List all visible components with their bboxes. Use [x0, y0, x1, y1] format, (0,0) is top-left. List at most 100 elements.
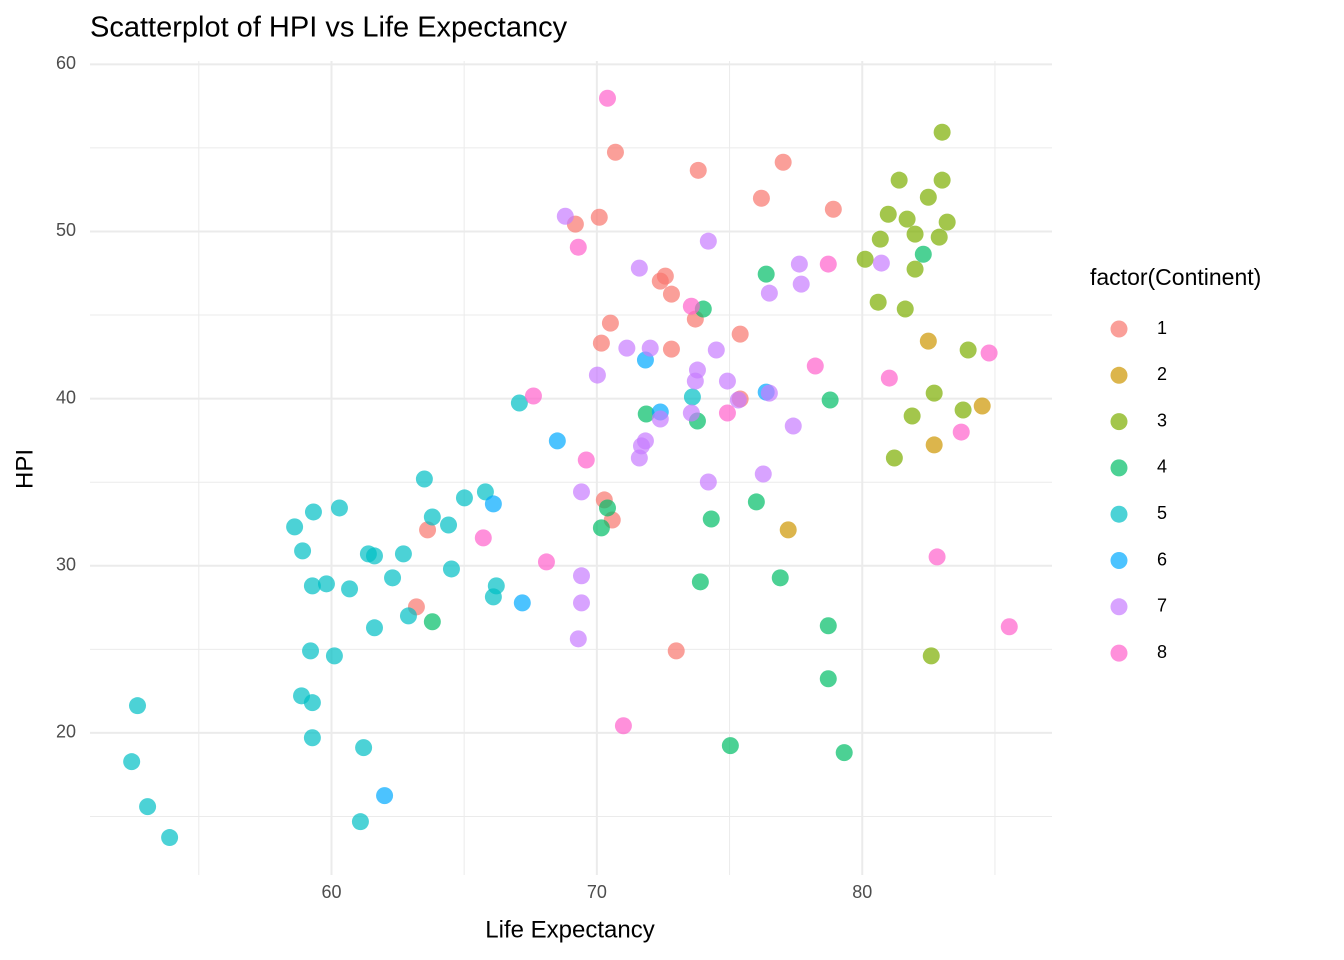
point: [455, 489, 473, 507]
legend-label: 3: [1157, 410, 1167, 430]
point: [906, 260, 924, 278]
point: [928, 548, 946, 566]
point: [317, 575, 335, 593]
point: [806, 357, 824, 375]
point: [123, 753, 141, 771]
point: [933, 171, 951, 189]
point: [1000, 618, 1018, 636]
point: [139, 798, 157, 816]
point: [686, 372, 704, 390]
point: [598, 89, 616, 107]
point: [699, 232, 717, 250]
point: [651, 272, 669, 290]
point: [973, 397, 991, 415]
point: [959, 341, 977, 359]
point: [618, 339, 636, 357]
point: [792, 275, 810, 293]
x-axis-label: Life Expectancy: [485, 916, 654, 943]
point: [729, 391, 747, 409]
legend-title: factor(Continent): [1090, 264, 1261, 290]
point: [771, 569, 789, 587]
point: [721, 737, 739, 755]
point: [925, 436, 943, 454]
point: [919, 188, 937, 206]
point: [662, 340, 680, 358]
point: [351, 813, 369, 831]
point: [667, 642, 685, 660]
point: [682, 297, 700, 315]
point: [572, 594, 590, 612]
point: [513, 594, 531, 612]
point: [824, 200, 842, 218]
point: [548, 432, 566, 450]
point: [718, 404, 736, 422]
legend-swatch: [1110, 552, 1128, 569]
y-tick-label: 20: [56, 722, 76, 742]
point: [569, 630, 587, 648]
point: [879, 205, 897, 223]
point: [606, 143, 624, 161]
point: [699, 473, 717, 491]
point: [524, 387, 542, 405]
point: [760, 384, 778, 402]
point: [906, 225, 924, 243]
point: [598, 499, 616, 517]
point: [819, 670, 837, 688]
point: [304, 503, 322, 521]
y-tick-label: 50: [56, 220, 76, 240]
point: [752, 189, 770, 207]
legend-swatch: [1110, 644, 1128, 662]
point: [914, 245, 932, 263]
point: [980, 344, 998, 362]
point: [718, 372, 736, 390]
legend-label: 5: [1157, 503, 1167, 523]
point: [933, 123, 951, 141]
point: [365, 619, 383, 637]
legend-label: 8: [1157, 642, 1167, 662]
point: [442, 560, 460, 578]
point: [779, 521, 797, 539]
point: [341, 580, 359, 598]
legend-label: 6: [1157, 549, 1167, 569]
y-tick-label: 40: [56, 387, 76, 407]
legend-label: 4: [1157, 457, 1167, 477]
point: [419, 521, 437, 539]
point: [294, 542, 312, 560]
point: [537, 553, 555, 571]
point: [662, 285, 680, 303]
point: [922, 647, 940, 665]
point: [938, 213, 956, 231]
point: [303, 577, 321, 595]
point: [821, 391, 839, 409]
point: [161, 829, 179, 847]
point: [590, 208, 608, 226]
point: [689, 161, 707, 179]
point: [896, 300, 914, 318]
point: [303, 694, 321, 712]
point: [880, 369, 898, 387]
x-tick-label: 80: [852, 882, 872, 902]
point: [510, 394, 528, 412]
legend-swatch: [1110, 320, 1128, 338]
point: [637, 405, 655, 423]
point: [890, 171, 908, 189]
x-tick-label: 60: [321, 882, 341, 902]
point: [819, 617, 837, 635]
point: [394, 545, 412, 563]
point: [572, 483, 590, 501]
point: [871, 230, 889, 248]
point: [423, 508, 441, 526]
point: [682, 404, 700, 422]
point: [384, 569, 402, 587]
legend-swatch: [1110, 413, 1128, 431]
point: [691, 573, 709, 591]
point: [651, 410, 669, 428]
point: [835, 744, 853, 762]
point: [819, 255, 837, 273]
x-tick-label: 70: [587, 882, 607, 902]
point: [869, 293, 887, 311]
point: [754, 465, 772, 483]
point: [556, 207, 574, 225]
